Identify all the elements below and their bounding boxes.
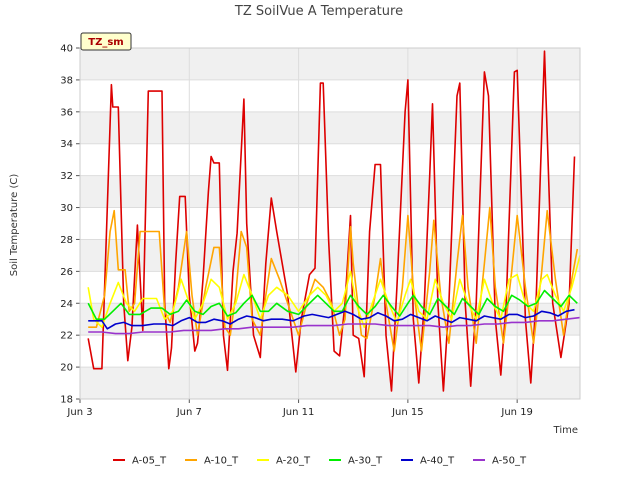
x-tick-label: Jun 3: [66, 407, 92, 418]
grid-band: [80, 48, 580, 80]
y-tick-label: 26: [60, 267, 73, 278]
series-line-a-30-t: [87, 289, 578, 320]
legend-label: A-40_T: [420, 456, 455, 467]
x-tick-label: Jun 11: [282, 407, 315, 418]
station-tag: TZ_sm: [80, 32, 132, 51]
y-tick-label: 24: [60, 299, 73, 310]
series-line-a-40-t: [88, 308, 575, 330]
x-tick-label: Jun 19: [500, 407, 533, 418]
y-tick-label: 20: [60, 363, 73, 374]
x-tick-label: Jun 7: [176, 407, 202, 418]
legend: A-05_T A-10_T A-20_T A-30_T A-40_T A-50_T: [113, 456, 527, 467]
y-tick-label: 30: [60, 203, 73, 214]
y-tick-label: 22: [60, 331, 73, 342]
y-tick-label: 38: [60, 75, 73, 86]
grid-band: [80, 175, 580, 208]
plot-area: [80, 48, 580, 399]
grid-band: [80, 367, 580, 399]
y-axis-ticks: 18 20 22 24 26 28 30 32 34 36 38 40: [60, 44, 80, 406]
legend-label: A-20_T: [276, 456, 311, 467]
grid-band: [80, 111, 580, 144]
series-lines: [87, 50, 581, 392]
x-axis-label: Time: [553, 425, 578, 436]
legend-label: A-10_T: [204, 456, 239, 467]
plot-frame: [79, 47, 581, 400]
y-tick-label: 34: [60, 139, 73, 150]
y-tick-label: 32: [60, 171, 73, 182]
legend-label: A-05_T: [132, 456, 167, 467]
y-axis-label: Soil Temperature (C): [9, 174, 20, 277]
station-tag-label: TZ_sm: [88, 37, 123, 48]
legend-label: A-50_T: [492, 456, 527, 467]
x-axis-ticks: Jun 3 Jun 7 Jun 11 Jun 15 Jun 19: [66, 399, 533, 418]
legend-label: A-30_T: [348, 456, 383, 467]
y-tick-label: 28: [60, 235, 73, 246]
x-tick-label: Jun 15: [391, 407, 424, 418]
series-line-a-50-t: [88, 316, 581, 335]
series-line-a-10-t: [88, 206, 579, 352]
y-tick-label: 18: [60, 395, 73, 406]
y-tick-label: 40: [60, 44, 73, 55]
plot-background: [80, 48, 580, 399]
y-tick-label: 36: [60, 107, 73, 118]
chart-title: TZ SoilVue A Temperature: [234, 4, 403, 19]
